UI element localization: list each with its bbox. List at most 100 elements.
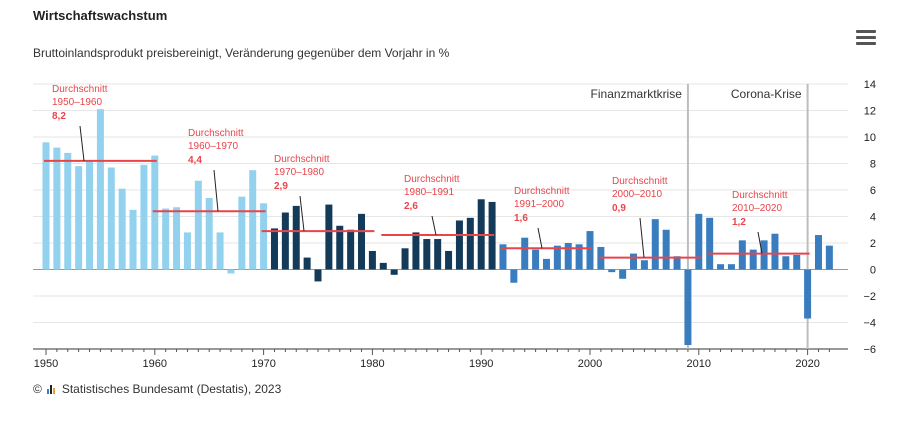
bar [564, 243, 572, 270]
bar [325, 204, 333, 270]
average-period: 1960–1970 [188, 141, 238, 152]
bar [738, 240, 746, 270]
y-tick-label: 10 [864, 132, 876, 144]
bar [368, 250, 376, 270]
average-period: 1980–1991 [404, 187, 454, 198]
bar [434, 239, 442, 270]
average-value: 1,6 [514, 213, 528, 224]
y-tick-label: −6 [863, 344, 876, 356]
bar [673, 256, 681, 270]
bar [412, 232, 420, 270]
average-label: Durchschnitt [188, 128, 244, 139]
average-value: 0,9 [612, 203, 626, 214]
x-tick-label: 1980 [360, 358, 384, 370]
average-value: 8,2 [52, 111, 66, 122]
average-period: 1991–2000 [514, 199, 564, 210]
x-tick-label: 2010 [687, 358, 711, 370]
average-pointer [299, 195, 305, 232]
bar [445, 250, 453, 270]
bar [695, 213, 703, 270]
crisis-label: Corona-Krise [731, 87, 802, 101]
bar [532, 249, 540, 270]
bar [814, 235, 822, 270]
average-period: 1970–1980 [274, 167, 324, 178]
bar [630, 253, 638, 270]
bar [205, 197, 213, 270]
average-pointer [79, 125, 85, 161]
average-pointer [639, 217, 645, 258]
average-value: 4,4 [188, 155, 202, 166]
bar [42, 142, 50, 270]
x-tick-label: 2000 [578, 358, 602, 370]
bar [575, 244, 583, 270]
bar [194, 180, 202, 270]
x-tick-label: 2020 [795, 358, 819, 370]
bar [455, 220, 463, 270]
y-tick-label: 14 [864, 79, 876, 91]
bar [423, 239, 431, 270]
bar [619, 269, 627, 279]
bar [336, 225, 344, 270]
bar [586, 231, 594, 270]
bar [314, 269, 322, 282]
bar [466, 217, 474, 270]
y-tick-label: −2 [863, 291, 876, 303]
average-label: Durchschnitt [404, 174, 460, 185]
y-tick-label: 8 [870, 159, 876, 171]
bar [140, 164, 148, 270]
average-label: Durchschnitt [514, 186, 570, 197]
x-tick-label: 1970 [251, 358, 275, 370]
average-pointer [757, 231, 763, 254]
bar [749, 249, 757, 270]
bar [390, 269, 398, 275]
average-period: 2010–2020 [732, 203, 782, 214]
x-tick-label: 1950 [34, 358, 58, 370]
average-label: Durchschnitt [732, 190, 788, 201]
bar [173, 207, 181, 270]
average-label: Durchschnitt [612, 176, 668, 187]
bar [510, 269, 518, 283]
y-tick-label: 12 [864, 106, 876, 118]
bar [684, 269, 692, 346]
bar [608, 269, 616, 273]
average-label: Durchschnitt [274, 154, 330, 165]
bar [793, 254, 801, 270]
bar [53, 147, 61, 270]
bar [249, 170, 257, 270]
x-tick-label: 1960 [143, 358, 167, 370]
bar [129, 209, 137, 270]
x-tick-label: 1990 [469, 358, 493, 370]
average-period: 1950–1960 [52, 97, 102, 108]
bar [347, 229, 355, 270]
bar [118, 188, 126, 270]
y-tick-label: 6 [870, 185, 876, 197]
bar [662, 229, 670, 270]
y-tick-label: 2 [870, 238, 876, 250]
bar [651, 219, 659, 270]
bar [760, 240, 768, 270]
bar [238, 196, 246, 270]
bar [499, 244, 507, 270]
bar [358, 213, 366, 270]
source-text: Statistisches Bundesamt (Destatis), 2023 [61, 382, 282, 396]
bar [303, 257, 311, 270]
copyright-symbol: © [33, 382, 42, 396]
bar [216, 232, 224, 270]
bar [162, 208, 170, 270]
average-label: Durchschnitt [52, 84, 108, 95]
bar [86, 160, 94, 270]
chart-subtitle: Bruttoinlandsprodukt preisbereinigt, Ver… [33, 46, 450, 60]
average-pointer [537, 227, 543, 249]
average-pointer [213, 169, 219, 212]
y-tick-label: 0 [870, 265, 876, 277]
bar [75, 166, 83, 270]
y-tick-label: −4 [863, 318, 876, 330]
hamburger-menu-icon[interactable] [856, 30, 876, 46]
bar [270, 228, 278, 270]
average-value: 2,6 [404, 201, 418, 212]
chart-title: Wirtschaftswachstum [33, 8, 168, 23]
bar [151, 155, 159, 270]
average-value: 1,2 [732, 217, 746, 228]
bar [64, 152, 72, 270]
